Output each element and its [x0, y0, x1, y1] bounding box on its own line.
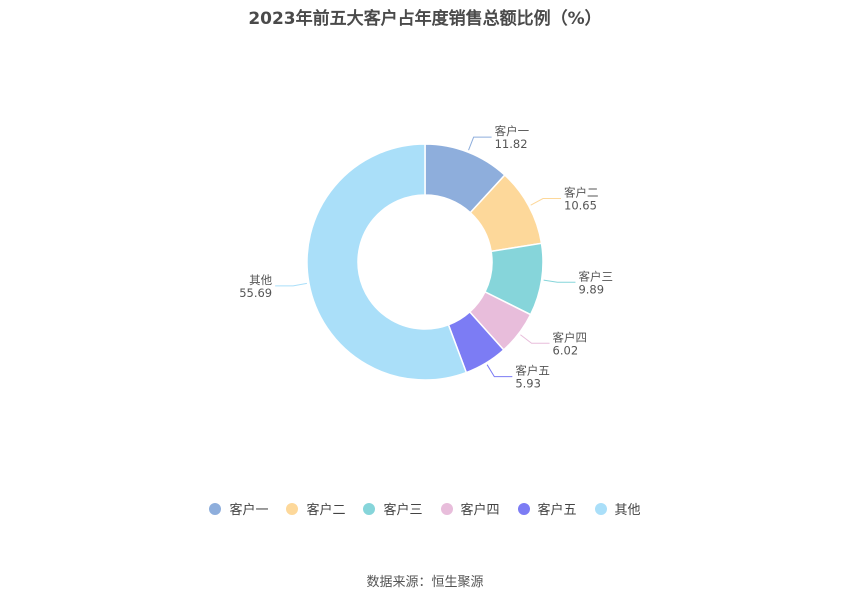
legend-dot-icon [286, 502, 299, 515]
legend-dot-icon [440, 502, 453, 515]
leader-line-4 [520, 334, 550, 344]
legend-dot-icon [594, 502, 607, 515]
legend-label: 客户四 [460, 503, 500, 518]
slice-value-label: 9.89 [578, 282, 604, 296]
legend-label: 客户一 [229, 503, 269, 518]
legend-label: 客户二 [306, 503, 346, 518]
slice-6[interactable] [306, 143, 468, 381]
legend-dot-icon [209, 502, 222, 515]
legend-label: 客户五 [537, 503, 577, 518]
slice-category-label: 客户二 [564, 186, 599, 200]
legend-item[interactable]: 客户一 [209, 499, 268, 518]
leader-line-3 [543, 279, 576, 283]
legend-item[interactable]: 客户三 [363, 499, 423, 518]
legend-label: 客户三 [383, 503, 423, 518]
data-source: 数据来源：恒生聚源 [366, 575, 484, 590]
slice-category-label: 客户一 [495, 124, 530, 138]
leader-line-2 [530, 198, 562, 206]
leader-line-1 [468, 136, 492, 151]
slice-value-label: 11.82 [495, 137, 528, 151]
slice-value-label: 5.93 [515, 377, 541, 391]
legend-item[interactable]: 客户四 [440, 499, 500, 518]
legend-dot-icon [363, 502, 376, 515]
legend: 客户一 客户二 客户三 客户四 客户五 其他 [0, 499, 850, 518]
legend-label: 其他 [614, 503, 641, 518]
legend-dot-icon [517, 502, 530, 515]
slice-category-label: 客户三 [578, 269, 613, 283]
slice-category-label: 客户四 [553, 330, 588, 344]
leader-line-5 [486, 364, 513, 378]
slice-category-label: 客户五 [515, 364, 550, 378]
legend-item[interactable]: 客户五 [517, 499, 577, 518]
slice-value-label: 55.69 [239, 286, 272, 300]
slice-value-label: 10.65 [564, 199, 597, 213]
chart-title: 2023年前五大客户占年度销售总额比例（%） [248, 9, 602, 29]
leader-line-6 [275, 282, 308, 287]
legend-item[interactable]: 客户二 [286, 499, 345, 518]
legend-item[interactable]: 其他 [594, 499, 641, 518]
slice-category-label: 其他 [249, 273, 272, 287]
slice-value-label: 6.02 [553, 343, 579, 357]
